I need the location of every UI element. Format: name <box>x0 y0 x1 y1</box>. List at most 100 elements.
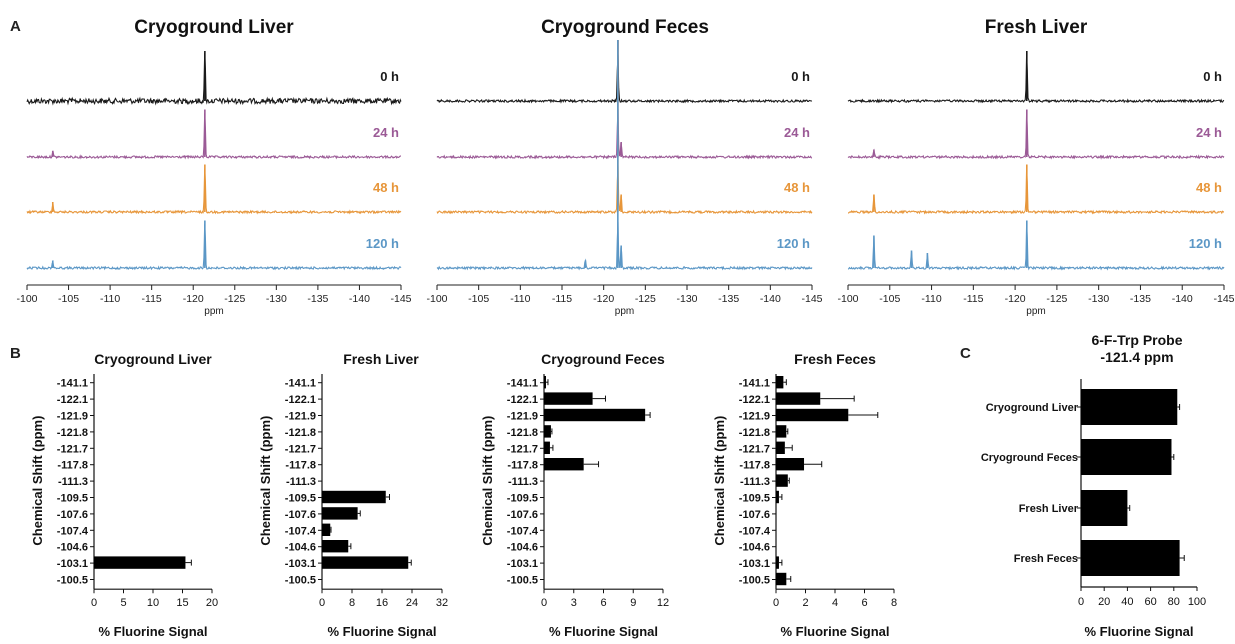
x-tick-label: -145 <box>390 293 411 305</box>
y-tick-label: -104.6 <box>57 542 88 554</box>
bar <box>776 490 779 504</box>
x-tick-label: 0 <box>773 597 779 609</box>
time-label: 0 h <box>1203 69 1222 84</box>
bar <box>776 458 805 471</box>
y-tick-label: -121.8 <box>57 427 88 439</box>
bar <box>544 441 550 454</box>
bar <box>544 392 593 405</box>
x-tick-label: 16 <box>376 597 388 609</box>
y-tick-label: Fresh Liver <box>1019 503 1079 515</box>
x-tick-label: 20 <box>206 597 218 609</box>
y-tick-label: -104.6 <box>739 542 770 554</box>
time-label: 48 h <box>373 180 399 195</box>
x-tick-label: 12 <box>657 597 669 609</box>
x-axis-label: % Fluorine Signal <box>327 624 436 639</box>
x-tick-label: -110 <box>510 293 530 305</box>
bar-chart: Fresh Feces -141.1 -122.1 -121.9 -121.8 -121.… <box>712 351 897 639</box>
y-tick-label: -107.6 <box>57 509 88 521</box>
panel-label-a: A <box>10 18 21 35</box>
x-tick-label: 10 <box>147 597 159 609</box>
bar <box>776 572 787 586</box>
y-axis-label: Chemical Shift (ppm) <box>480 416 495 546</box>
x-axis-label: % Fluorine Signal <box>98 624 207 639</box>
y-tick-label: -109.5 <box>285 493 316 505</box>
y-tick-label: -100.5 <box>57 575 88 587</box>
bar <box>322 540 349 553</box>
x-axis-label: ppm <box>1026 306 1045 317</box>
y-tick-label: -121.7 <box>739 443 770 455</box>
x-tick-label: -105 <box>468 293 489 305</box>
bar <box>776 376 784 389</box>
x-tick-label: -115 <box>552 293 572 305</box>
y-tick-label: -121.9 <box>57 411 88 423</box>
x-tick-label: -145 <box>801 293 822 305</box>
y-tick-label: -107.6 <box>285 509 316 521</box>
time-label: 24 h <box>373 125 399 140</box>
bar-chart-title: Fresh Liver <box>343 351 419 367</box>
bar <box>1081 439 1172 475</box>
y-tick-label: -111.3 <box>286 476 316 488</box>
x-tick-label: -110 <box>921 293 941 305</box>
bar <box>322 490 386 504</box>
spectrum-line-120h <box>436 221 813 271</box>
y-tick-label: Cryoground Liver <box>986 402 1079 414</box>
x-tick-label: -110 <box>100 293 120 305</box>
y-tick-label: -104.6 <box>285 542 316 554</box>
x-tick-label: 40 <box>1121 596 1133 608</box>
x-tick-label: -130 <box>676 293 697 305</box>
y-tick-label: -107.4 <box>739 525 771 537</box>
x-tick-label: -130 <box>266 293 287 305</box>
x-tick-label: -135 <box>1130 293 1151 305</box>
y-tick-label: -109.5 <box>507 493 538 505</box>
y-tick-label: -121.7 <box>57 443 88 455</box>
y-tick-label: -117.8 <box>739 460 770 472</box>
x-tick-label: 4 <box>832 597 838 609</box>
x-tick-label: -120 <box>593 293 614 305</box>
y-tick-label: -107.4 <box>57 525 89 537</box>
y-tick-label: -121.8 <box>285 427 316 439</box>
y-tick-label: -107.4 <box>285 525 317 537</box>
bar <box>544 408 646 422</box>
x-tick-label: -100 <box>426 293 447 305</box>
x-axis-label: ppm <box>204 306 223 317</box>
y-tick-label: -107.4 <box>507 525 539 537</box>
spectrum-line-24h <box>847 112 1225 160</box>
bar-chart: Cryoground Feces-141.1 -122.1 -121.9 -121.8… <box>480 351 669 639</box>
spectrum-line-0h <box>436 54 813 104</box>
x-tick-label: 2 <box>802 597 808 609</box>
x-tick-label: -125 <box>1046 293 1067 305</box>
bar <box>1081 389 1178 425</box>
y-tick-label: -104.6 <box>507 542 538 554</box>
bar-chart: Cryoground Liver -141.1 -122.1 -121.9 -121.8… <box>30 351 218 639</box>
panel-label-b: B <box>10 345 21 362</box>
bar <box>776 408 849 422</box>
time-label: 120 h <box>366 236 399 251</box>
x-tick-label: 8 <box>891 597 897 609</box>
x-tick-label: -140 <box>1172 293 1193 305</box>
y-tick-label: -111.3 <box>508 476 538 488</box>
bar <box>322 523 331 536</box>
bar <box>94 556 186 569</box>
x-tick-label: -115 <box>963 293 983 305</box>
x-tick-label: 6 <box>600 597 606 609</box>
panel-label-c: C <box>960 345 971 362</box>
y-tick-label: -122.1 <box>57 394 88 406</box>
x-tick-label: 0 <box>319 597 325 609</box>
y-tick-label: Cryoground Feces <box>981 452 1078 464</box>
y-tick-label: -141.1 <box>57 378 88 390</box>
spectrum-line-0h <box>847 54 1225 104</box>
y-tick-label: -103.1 <box>739 558 770 570</box>
y-tick-label: -107.6 <box>739 509 770 521</box>
nmr-chart-title: Fresh Liver <box>985 17 1088 38</box>
y-tick-label: -100.5 <box>739 575 770 587</box>
x-axis-label: % Fluorine Signal <box>1084 624 1193 639</box>
bar <box>544 458 584 471</box>
bar <box>544 376 546 389</box>
y-tick-label: -122.1 <box>285 394 316 406</box>
y-tick-label: -107.6 <box>507 509 538 521</box>
y-tick-label: -141.1 <box>507 378 538 390</box>
x-tick-label: 20 <box>1098 596 1110 608</box>
x-tick-label: -145 <box>1213 293 1234 305</box>
nmr-chart-title: Cryoground Liver <box>134 17 294 38</box>
